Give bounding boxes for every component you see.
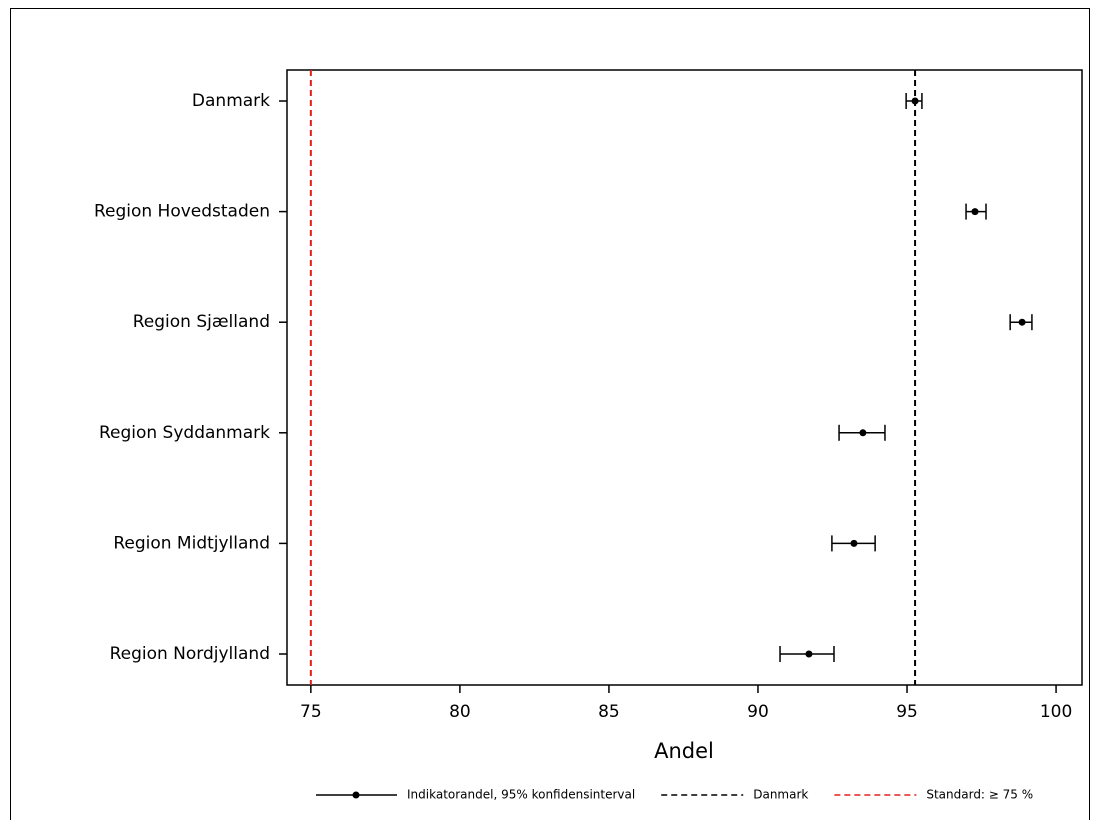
- y-tick-label: Region Nordjylland: [110, 644, 270, 664]
- plot-area: [286, 69, 1083, 686]
- legend-label: Indikatorandel, 95% konfidensinterval: [407, 788, 635, 802]
- legend-label: Danmark: [753, 788, 808, 802]
- legend-label: Standard: ≥ 75 %: [926, 788, 1033, 802]
- legend-marker: [352, 791, 360, 799]
- x-tick-label: 80: [449, 702, 471, 722]
- point: [911, 97, 919, 105]
- frame: [10, 8, 1090, 820]
- y-tick-label: Region Syddanmark: [99, 423, 270, 443]
- y-tick-label: Danmark: [192, 91, 270, 111]
- x-tick-label: 75: [300, 702, 322, 722]
- point: [805, 650, 813, 658]
- point: [1018, 318, 1026, 326]
- x-tick-label: 90: [747, 702, 769, 722]
- point: [971, 208, 979, 216]
- y-tick-label: Region Hovedstaden: [94, 202, 270, 222]
- x-axis-label: Andel: [654, 739, 714, 763]
- point: [850, 539, 858, 547]
- point: [859, 429, 867, 437]
- y-tick-label: Region Midtjylland: [113, 533, 270, 553]
- x-tick-label: 100: [1040, 702, 1072, 722]
- x-tick-label: 95: [896, 702, 918, 722]
- x-tick-label: 85: [598, 702, 620, 722]
- y-tick-label: Region Sjælland: [133, 312, 270, 332]
